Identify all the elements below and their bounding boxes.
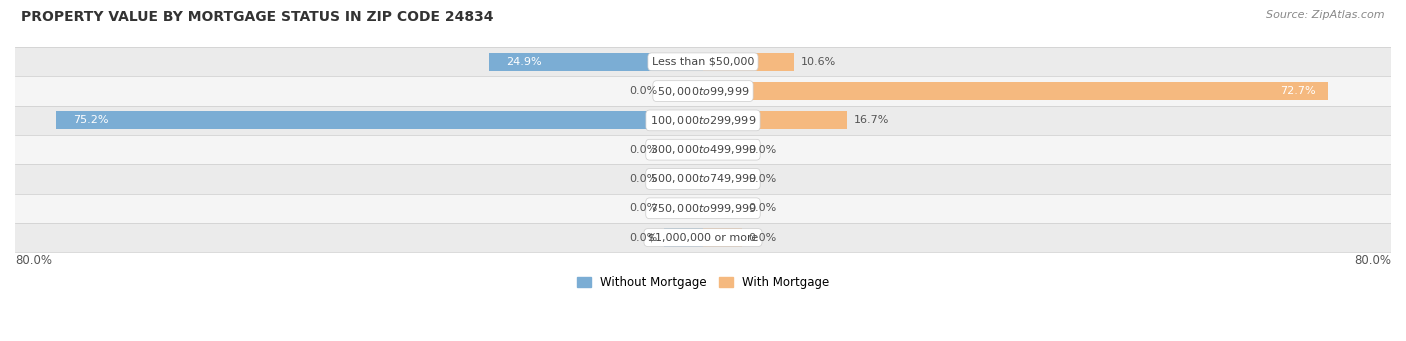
Bar [15, 164, 1391, 194]
Text: 0.0%: 0.0% [748, 203, 778, 213]
Text: $300,000 to $499,999: $300,000 to $499,999 [650, 143, 756, 156]
Bar [664, 170, 703, 188]
Text: $750,000 to $999,999: $750,000 to $999,999 [650, 202, 756, 215]
Text: $1,000,000 or more: $1,000,000 or more [648, 233, 758, 242]
Text: 24.9%: 24.9% [506, 57, 541, 67]
Text: 0.0%: 0.0% [628, 86, 658, 96]
Legend: Without Mortgage, With Mortgage: Without Mortgage, With Mortgage [572, 271, 834, 294]
Bar [703, 228, 742, 247]
Bar [664, 82, 703, 100]
Bar [489, 53, 703, 71]
Text: Source: ZipAtlas.com: Source: ZipAtlas.com [1267, 10, 1385, 20]
Bar [15, 76, 1391, 106]
Bar [703, 111, 846, 130]
Text: 0.0%: 0.0% [628, 174, 658, 184]
Bar [703, 199, 742, 217]
Text: 0.0%: 0.0% [628, 203, 658, 213]
Text: 72.7%: 72.7% [1279, 86, 1316, 96]
Text: 0.0%: 0.0% [628, 145, 658, 155]
Text: $500,000 to $749,999: $500,000 to $749,999 [650, 173, 756, 186]
Text: 16.7%: 16.7% [853, 115, 889, 125]
Text: 10.6%: 10.6% [801, 57, 837, 67]
Bar [15, 106, 1391, 135]
Text: $100,000 to $299,999: $100,000 to $299,999 [650, 114, 756, 127]
Text: Less than $50,000: Less than $50,000 [652, 57, 754, 67]
Text: 75.2%: 75.2% [73, 115, 110, 125]
Bar [15, 223, 1391, 252]
Text: 80.0%: 80.0% [15, 254, 52, 267]
Bar [703, 53, 794, 71]
Text: 0.0%: 0.0% [748, 233, 778, 242]
Bar [703, 82, 1329, 100]
Text: 0.0%: 0.0% [628, 233, 658, 242]
Bar [664, 199, 703, 217]
Bar [664, 228, 703, 247]
Bar [56, 111, 703, 130]
Bar [15, 135, 1391, 164]
Bar [703, 170, 742, 188]
Bar [664, 140, 703, 159]
Text: 0.0%: 0.0% [748, 174, 778, 184]
Text: 0.0%: 0.0% [748, 145, 778, 155]
Bar [15, 47, 1391, 76]
Bar [703, 140, 742, 159]
Text: 80.0%: 80.0% [1354, 254, 1391, 267]
Text: $50,000 to $99,999: $50,000 to $99,999 [657, 85, 749, 98]
Bar [15, 194, 1391, 223]
Text: PROPERTY VALUE BY MORTGAGE STATUS IN ZIP CODE 24834: PROPERTY VALUE BY MORTGAGE STATUS IN ZIP… [21, 10, 494, 24]
